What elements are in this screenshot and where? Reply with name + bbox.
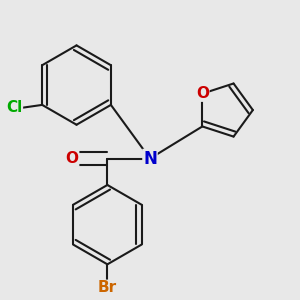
Text: O: O: [196, 86, 209, 101]
Text: O: O: [66, 151, 79, 166]
Text: Cl: Cl: [6, 100, 22, 115]
Text: Br: Br: [98, 280, 117, 295]
Text: N: N: [143, 149, 157, 167]
